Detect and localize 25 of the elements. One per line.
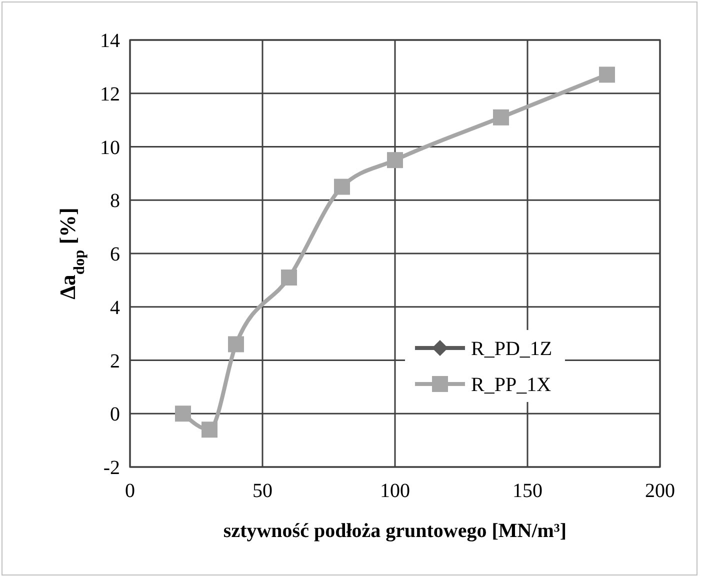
y-tick-label: 4: [110, 296, 120, 319]
x-tick-label: 0: [125, 480, 135, 502]
x-tick-label: 100: [380, 480, 410, 502]
y-tick-label: 8: [110, 190, 120, 212]
point: [493, 109, 509, 126]
y-tick-label: 14: [100, 30, 120, 52]
y-tick-label: 12: [100, 83, 120, 106]
point: [281, 270, 297, 286]
y-tick-label: -2: [103, 457, 120, 479]
point: [175, 406, 191, 422]
y-tick-label: 0: [110, 404, 120, 426]
x-tick-label: 200: [645, 480, 675, 502]
legend-label: R_PP_1X: [471, 374, 552, 396]
y-tick-label: 6: [110, 244, 120, 266]
x-tick-label: 50: [252, 480, 272, 502]
x-axis-title: sztywność podłoża gruntowego [MN/m³]: [223, 520, 567, 542]
x-tick-label: 150: [512, 480, 542, 502]
point: [334, 178, 350, 195]
y-tick-label: 2: [110, 350, 120, 372]
legend-label: R_PD_1Z: [471, 338, 552, 360]
point: [387, 152, 403, 168]
y-tick-label: 10: [100, 136, 120, 159]
point: [599, 66, 615, 83]
point: [228, 336, 244, 352]
point: [202, 422, 218, 438]
